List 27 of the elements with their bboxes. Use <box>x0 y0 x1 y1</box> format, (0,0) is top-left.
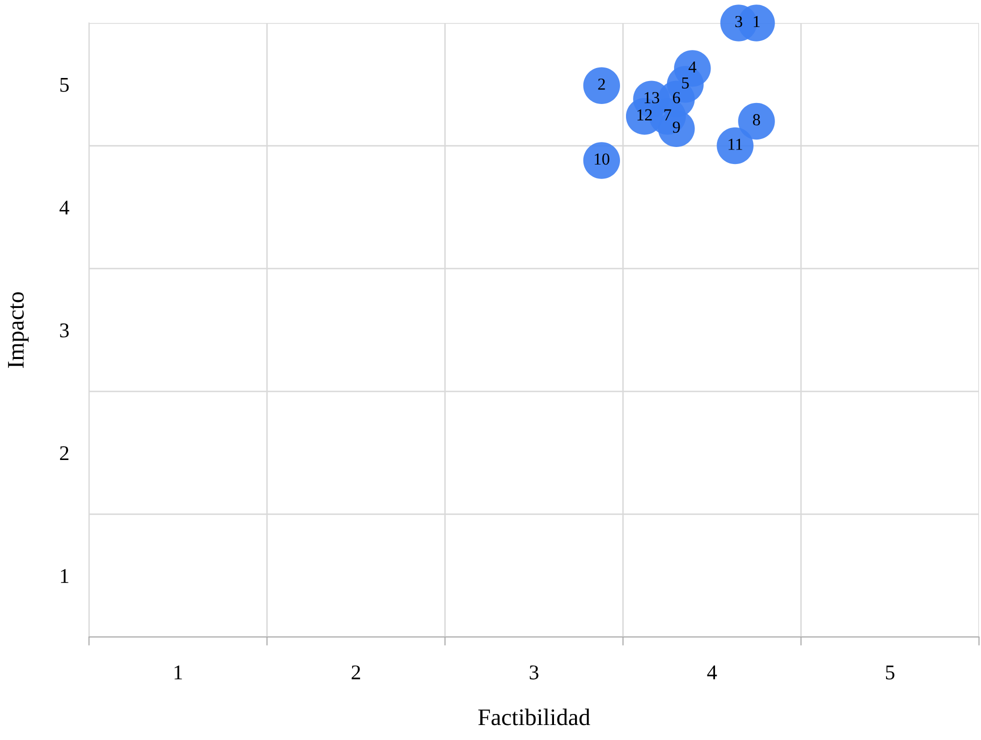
annotation: 1 <box>754 16 760 28</box>
annotation: 12 <box>637 109 652 120</box>
x-tick-label: 4 <box>707 666 717 680</box>
x-tick-label: 1 <box>174 665 182 680</box>
x-tick-label: 3 <box>530 665 538 680</box>
y-tick-label: 4 <box>60 200 70 214</box>
annotation: 7 <box>664 109 672 120</box>
point <box>583 67 620 104</box>
y-axis-title: Impacto <box>8 292 29 368</box>
annotation: 5 <box>682 77 689 89</box>
y-tick-label: 5 <box>60 78 69 92</box>
annotation: 2 <box>598 78 605 90</box>
x-axis-title: Factibilidad <box>478 708 590 726</box>
annotation: 8 <box>752 114 760 126</box>
y-tick-label: 1 <box>60 569 68 583</box>
annotation: 4 <box>688 61 696 72</box>
x-tick-label: 5 <box>886 666 894 680</box>
annotation: 9 <box>672 122 680 133</box>
annotation: 13 <box>644 92 660 104</box>
annotation: 3 <box>735 16 742 28</box>
annotation: 6 <box>672 92 680 104</box>
point <box>738 102 775 140</box>
x-tick-label: 2 <box>352 665 360 680</box>
y-tick-label: 2 <box>60 446 68 460</box>
annotation: 11 <box>728 138 742 150</box>
annotation: 10 <box>594 153 610 165</box>
y-tick-label: 3 <box>60 323 69 338</box>
